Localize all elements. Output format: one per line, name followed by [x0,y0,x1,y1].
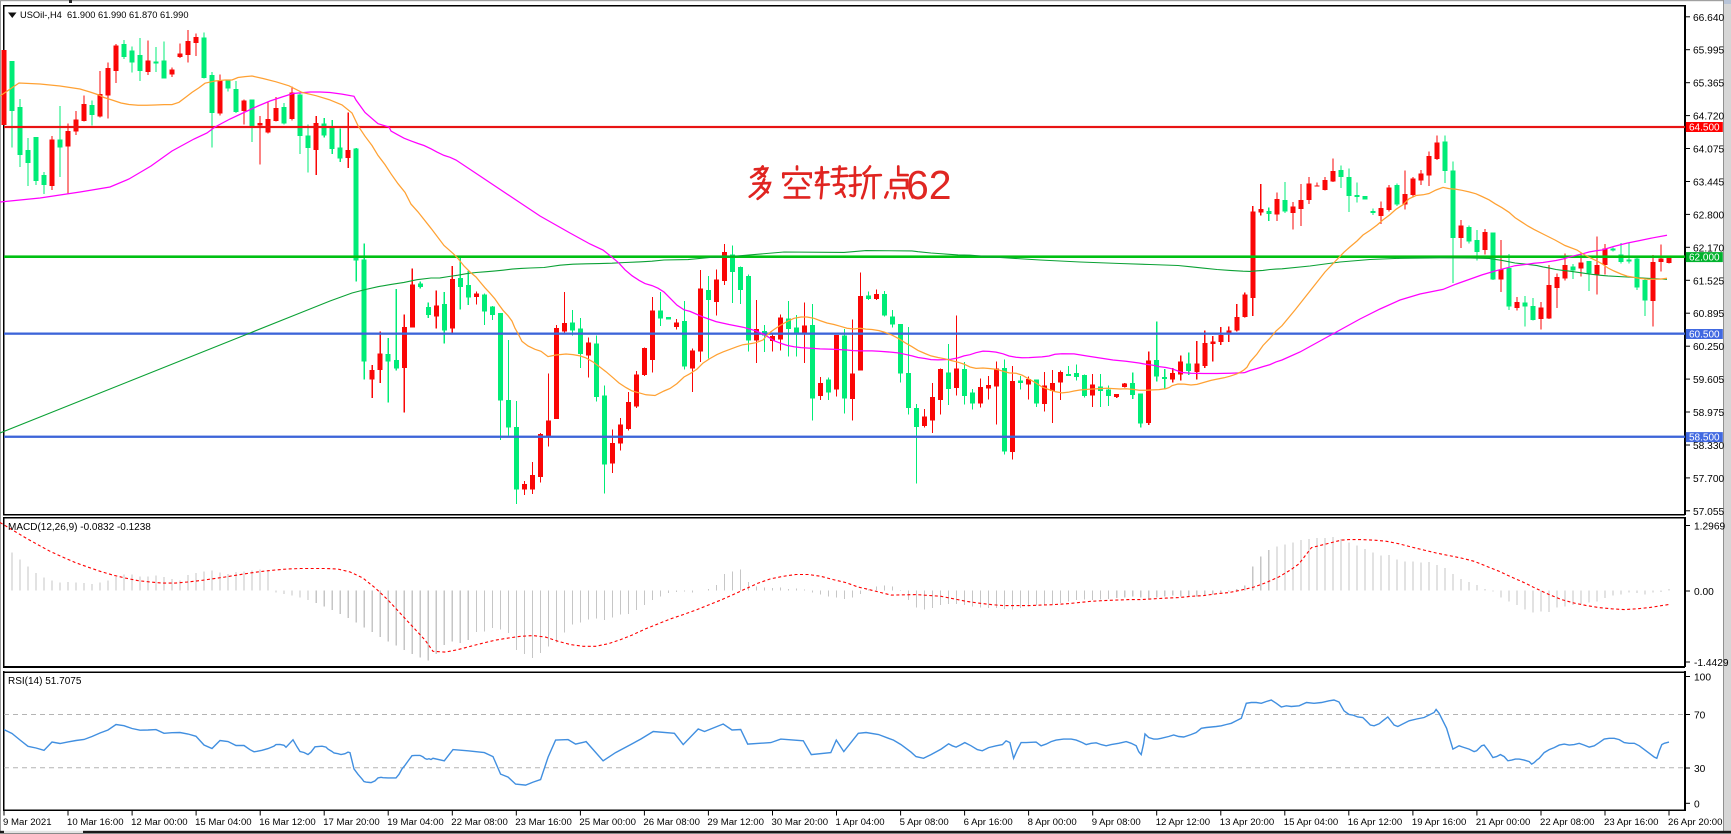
svg-text:58.500: 58.500 [1689,433,1720,444]
svg-text:64.500: 64.500 [1689,123,1720,134]
svg-text:63.445: 63.445 [1693,178,1724,189]
svg-text:1.2969: 1.2969 [1694,522,1725,533]
svg-text:22 Mar 08:00: 22 Mar 08:00 [451,817,508,828]
svg-text:65.365: 65.365 [1693,79,1724,90]
svg-text:59.605: 59.605 [1693,375,1724,386]
svg-text:60.250: 60.250 [1693,342,1724,353]
svg-text:8 Apr 00:00: 8 Apr 00:00 [1028,817,1077,828]
svg-text:60.895: 60.895 [1693,309,1724,320]
svg-text:23 Mar 16:00: 23 Mar 16:00 [515,817,572,828]
svg-text:9 Apr 08:00: 9 Apr 08:00 [1092,817,1141,828]
svg-text:1 Apr 04:00: 1 Apr 04:00 [836,817,885,828]
svg-text:61.525: 61.525 [1693,276,1724,287]
svg-text:15 Mar 04:00: 15 Mar 04:00 [195,817,252,828]
svg-text:19 Apr 16:00: 19 Apr 16:00 [1412,817,1466,828]
svg-text:10 Mar 16:00: 10 Mar 16:00 [67,817,124,828]
svg-text:30 Mar 20:00: 30 Mar 20:00 [772,817,829,828]
svg-text:62.170: 62.170 [1693,243,1724,254]
svg-text:70: 70 [1694,711,1706,722]
svg-text:64.720: 64.720 [1693,112,1724,123]
svg-text:30: 30 [1694,764,1706,775]
svg-text:16 Apr 12:00: 16 Apr 12:00 [1348,817,1402,828]
svg-text:-1.4429: -1.4429 [1694,658,1729,669]
svg-text:19 Mar 04:00: 19 Mar 04:00 [387,817,444,828]
svg-text:13 Apr 20:00: 13 Apr 20:00 [1220,817,1274,828]
svg-text:62.000: 62.000 [1689,253,1720,264]
svg-text:29 Mar 12:00: 29 Mar 12:00 [707,817,764,828]
svg-text:RSI(14) 51.7075: RSI(14) 51.7075 [8,676,82,687]
svg-text:100: 100 [1694,673,1711,684]
svg-text:25 Mar 00:00: 25 Mar 00:00 [579,817,636,828]
svg-text:21 Apr 00:00: 21 Apr 00:00 [1476,817,1530,828]
svg-text:6 Apr 16:00: 6 Apr 16:00 [964,817,1013,828]
svg-text:12 Mar 00:00: 12 Mar 00:00 [131,817,188,828]
svg-text:USOil-,H4 61.900 61.990 61.87: USOil-,H4 61.900 61.990 61.870 61.990 [20,10,189,20]
svg-text:MACD(12,26,9) -0.0832 -0.1238: MACD(12,26,9) -0.0832 -0.1238 [8,522,151,533]
svg-text:58.330: 58.330 [1693,441,1724,452]
svg-text:65.995: 65.995 [1693,46,1724,57]
svg-text:23 Apr 16:00: 23 Apr 16:00 [1604,817,1658,828]
svg-text:22 Apr 08:00: 22 Apr 08:00 [1540,817,1594,828]
svg-text:57.700: 57.700 [1693,474,1724,485]
svg-text:0: 0 [1694,799,1700,810]
svg-text:26 Apr 20:00: 26 Apr 20:00 [1668,817,1722,828]
svg-text:60.500: 60.500 [1689,330,1720,341]
svg-text:0.00: 0.00 [1694,587,1714,598]
svg-text:62: 62 [906,162,952,208]
svg-text:16 Mar 12:00: 16 Mar 12:00 [259,817,316,828]
svg-text:58.975: 58.975 [1693,408,1724,419]
svg-text:64.075: 64.075 [1693,145,1724,156]
svg-text:15 Apr 04:00: 15 Apr 04:00 [1284,817,1338,828]
svg-text:5 Apr 08:00: 5 Apr 08:00 [900,817,949,828]
svg-text:9 Mar 2021: 9 Mar 2021 [3,817,52,828]
svg-text:17 Mar 20:00: 17 Mar 20:00 [323,817,380,828]
svg-text:66.640: 66.640 [1693,13,1724,24]
svg-text:57.055: 57.055 [1693,507,1724,518]
svg-text:12 Apr 12:00: 12 Apr 12:00 [1156,817,1210,828]
svg-text:26 Mar 08:00: 26 Mar 08:00 [643,817,700,828]
svg-text:62.800: 62.800 [1693,210,1724,221]
